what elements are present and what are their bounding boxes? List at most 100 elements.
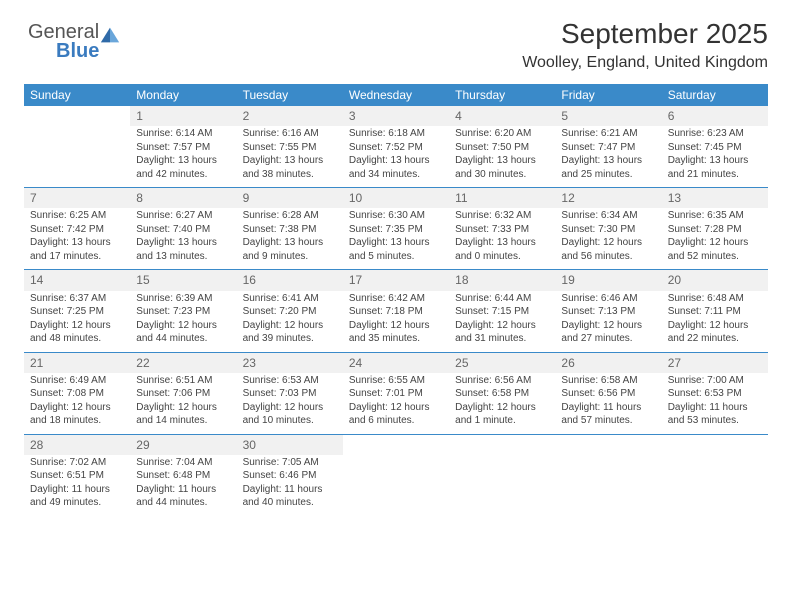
calendar-day: 13Sunrise: 6:35 AMSunset: 7:28 PMDayligh… [662,188,768,269]
calendar-week: 7Sunrise: 6:25 AMSunset: 7:42 PMDaylight… [24,188,768,270]
sunrise-text: Sunrise: 6:34 AM [561,209,655,223]
sunrise-text: Sunrise: 6:55 AM [349,374,443,388]
sunrise-text: Sunrise: 6:44 AM [455,292,549,306]
calendar-day: 19Sunrise: 6:46 AMSunset: 7:13 PMDayligh… [555,270,661,351]
day-number: 16 [237,270,343,290]
calendar-day: 20Sunrise: 6:48 AMSunset: 7:11 PMDayligh… [662,270,768,351]
sunset-text: Sunset: 7:57 PM [136,141,230,155]
sunset-text: Sunset: 7:35 PM [349,223,443,237]
day-number: 21 [24,353,130,373]
sunset-text: Sunset: 7:47 PM [561,141,655,155]
calendar-day: 9Sunrise: 6:28 AMSunset: 7:38 PMDaylight… [237,188,343,269]
sunrise-text: Sunrise: 6:16 AM [243,127,337,141]
sunrise-text: Sunrise: 6:30 AM [349,209,443,223]
calendar-day: 18Sunrise: 6:44 AMSunset: 7:15 PMDayligh… [449,270,555,351]
sunset-text: Sunset: 7:23 PM [136,305,230,319]
day-number: 22 [130,353,236,373]
sunrise-text: Sunrise: 6:35 AM [668,209,762,223]
daylight-text: Daylight: 11 hours and 44 minutes. [136,483,230,510]
calendar-day: 30Sunrise: 7:05 AMSunset: 6:46 PMDayligh… [237,435,343,516]
daylight-text: Daylight: 12 hours and 35 minutes. [349,319,443,346]
daylight-text: Daylight: 13 hours and 30 minutes. [455,154,549,181]
day-number: 9 [237,188,343,208]
calendar-week: 28Sunrise: 7:02 AMSunset: 6:51 PMDayligh… [24,435,768,516]
daylight-text: Daylight: 12 hours and 22 minutes. [668,319,762,346]
sunset-text: Sunset: 7:38 PM [243,223,337,237]
calendar-day [449,435,555,516]
sunset-text: Sunset: 6:56 PM [561,387,655,401]
daylight-text: Daylight: 13 hours and 9 minutes. [243,236,337,263]
day-number: 24 [343,353,449,373]
calendar-day: 17 Sunrise: 6:42 AMSunset: 7:18 PMDayligh… [343,270,449,351]
daylight-text: Daylight: 11 hours and 40 minutes. [243,483,337,510]
daylight-text: Daylight: 13 hours and 5 minutes. [349,236,443,263]
sunset-text: Sunset: 7:42 PM [30,223,124,237]
sunrise-text: Sunrise: 6:42 AM [349,292,443,306]
logo-triangle-icon [99,24,121,46]
sunset-text: Sunset: 6:58 PM [455,387,549,401]
calendar-day: 6Sunrise: 6:23 AMSunset: 7:45 PMDaylight… [662,106,768,187]
calendar-day: 22Sunrise: 6:51 AMSunset: 7:06 PMDayligh… [130,353,236,434]
sunset-text: Sunset: 7:25 PM [30,305,124,319]
sunrise-text: Sunrise: 7:04 AM [136,456,230,470]
day-number: 14 [24,270,130,290]
calendar-day: 10Sunrise: 6:30 AMSunset: 7:35 PMDayligh… [343,188,449,269]
sunset-text: Sunset: 7:40 PM [136,223,230,237]
daylight-text: Daylight: 11 hours and 49 minutes. [30,483,124,510]
day-number: 25 [449,353,555,373]
sunrise-text: Sunrise: 6:23 AM [668,127,762,141]
sunset-text: Sunset: 7:13 PM [561,305,655,319]
sunrise-text: Sunrise: 6:51 AM [136,374,230,388]
daylight-text: Daylight: 12 hours and 39 minutes. [243,319,337,346]
sunset-text: Sunset: 7:52 PM [349,141,443,155]
day-number: 2 [237,106,343,126]
daylight-text: Daylight: 13 hours and 38 minutes. [243,154,337,181]
sunset-text: Sunset: 7:20 PM [243,305,337,319]
daylight-text: Daylight: 13 hours and 25 minutes. [561,154,655,181]
day-number: 27 [662,353,768,373]
daylight-text: Daylight: 12 hours and 27 minutes. [561,319,655,346]
sunrise-text: Sunrise: 7:02 AM [30,456,124,470]
sunset-text: Sunset: 7:30 PM [561,223,655,237]
daylight-text: Daylight: 13 hours and 17 minutes. [30,236,124,263]
sunset-text: Sunset: 7:06 PM [136,387,230,401]
daylight-text: Daylight: 12 hours and 56 minutes. [561,236,655,263]
day-number: 17 [343,270,449,290]
calendar-day: 1Sunrise: 6:14 AMSunset: 7:57 PMDaylight… [130,106,236,187]
page-title: September 2025 [24,18,768,50]
weekday-header: Saturday [662,84,768,106]
daylight-text: Daylight: 13 hours and 13 minutes. [136,236,230,263]
daylight-text: Daylight: 11 hours and 53 minutes. [668,401,762,428]
calendar-body: 1Sunrise: 6:14 AMSunset: 7:57 PMDaylight… [24,106,768,516]
sunrise-text: Sunrise: 6:32 AM [455,209,549,223]
weekday-header: Thursday [449,84,555,106]
daylight-text: Daylight: 12 hours and 14 minutes. [136,401,230,428]
calendar-day: 29Sunrise: 7:04 AMSunset: 6:48 PMDayligh… [130,435,236,516]
sunset-text: Sunset: 7:18 PM [349,305,443,319]
logo-word2: Blue [56,41,99,62]
calendar-day: 16Sunrise: 6:41 AMSunset: 7:20 PMDayligh… [237,270,343,351]
daylight-text: Daylight: 12 hours and 31 minutes. [455,319,549,346]
daylight-text: Daylight: 11 hours and 57 minutes. [561,401,655,428]
daylight-text: Daylight: 12 hours and 48 minutes. [30,319,124,346]
day-number: 7 [24,188,130,208]
day-number: 5 [555,106,661,126]
sunset-text: Sunset: 7:03 PM [243,387,337,401]
calendar-day: 24Sunrise: 6:55 AMSunset: 7:01 PMDayligh… [343,353,449,434]
calendar-week: 21Sunrise: 6:49 AMSunset: 7:08 PMDayligh… [24,353,768,435]
calendar-day: 4Sunrise: 6:20 AMSunset: 7:50 PMDaylight… [449,106,555,187]
sunrise-text: Sunrise: 6:39 AM [136,292,230,306]
sunset-text: Sunset: 6:53 PM [668,387,762,401]
sunset-text: Sunset: 7:08 PM [30,387,124,401]
day-number: 1 [130,106,236,126]
daylight-text: Daylight: 12 hours and 6 minutes. [349,401,443,428]
calendar-day: 7Sunrise: 6:25 AMSunset: 7:42 PMDaylight… [24,188,130,269]
weekday-header: Tuesday [237,84,343,106]
day-number: 26 [555,353,661,373]
day-number: 10 [343,188,449,208]
calendar-day [24,106,130,187]
calendar: Sunday Monday Tuesday Wednesday Thursday… [24,84,768,516]
day-number: 6 [662,106,768,126]
calendar-day: 5Sunrise: 6:21 AMSunset: 7:47 PMDaylight… [555,106,661,187]
daylight-text: Daylight: 13 hours and 42 minutes. [136,154,230,181]
